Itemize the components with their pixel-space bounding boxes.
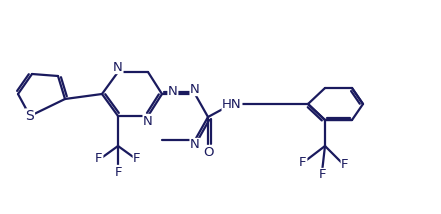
Text: S: S <box>26 109 34 123</box>
Text: F: F <box>95 153 103 165</box>
Text: O: O <box>203 146 213 159</box>
Text: N: N <box>113 61 123 73</box>
Text: F: F <box>133 153 141 165</box>
Text: F: F <box>318 168 326 181</box>
Text: N: N <box>190 83 200 95</box>
Text: N: N <box>143 114 153 128</box>
Text: N: N <box>190 138 200 152</box>
Text: HN: HN <box>222 98 242 110</box>
Text: N: N <box>168 85 178 98</box>
Text: F: F <box>114 165 122 178</box>
Text: F: F <box>299 156 307 168</box>
Text: F: F <box>341 158 349 171</box>
